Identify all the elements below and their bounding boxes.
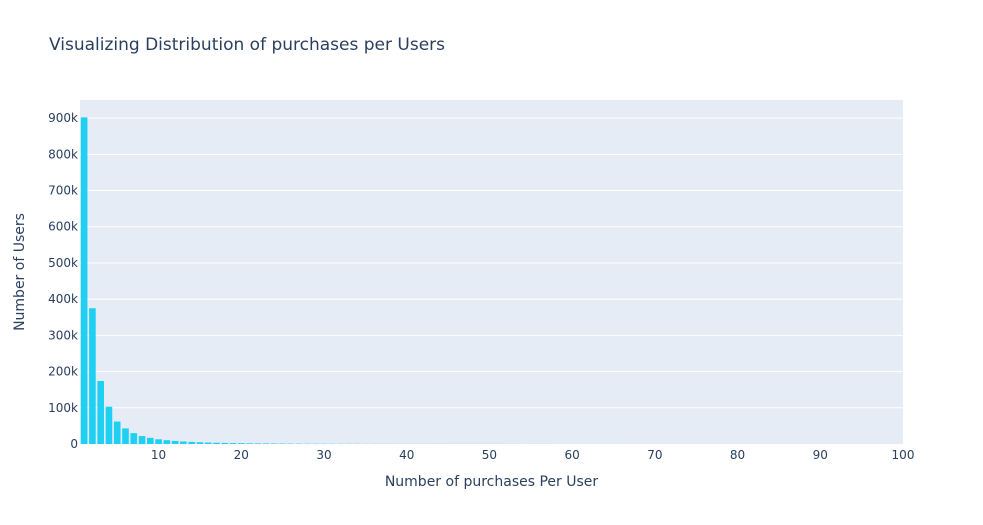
bar: [237, 443, 245, 444]
bar: [155, 439, 162, 444]
y-tick-label: 500k: [48, 256, 78, 270]
y-tick-label: 300k: [48, 328, 78, 342]
bar: [229, 443, 237, 444]
bar: [254, 443, 262, 444]
x-tick-label: 50: [482, 448, 497, 462]
y-tick-label: 0: [70, 437, 78, 451]
plot-area: [80, 100, 903, 444]
bar: [171, 440, 179, 444]
bar: [213, 442, 220, 444]
x-tick-label: 80: [730, 448, 745, 462]
y-axis-title: Number of Users: [12, 213, 28, 331]
y-tick-label: 400k: [48, 292, 78, 306]
bar: [146, 437, 154, 444]
bar: [89, 308, 96, 444]
y-axis-ticks: 0 100k 200k 300k 400k 500k 600k 700k 800k 900k: [48, 111, 78, 451]
bar: [204, 442, 212, 444]
bar: [188, 441, 195, 444]
bar: [122, 428, 129, 444]
x-tick-label: 60: [565, 448, 580, 462]
bars: [80, 117, 903, 445]
x-tick-label: 90: [813, 448, 828, 462]
bar: [262, 443, 270, 444]
bar: [97, 380, 104, 444]
x-tick-label: 30: [316, 448, 331, 462]
chart-title: Visualizing Distribution of purchases pe…: [49, 35, 445, 55]
x-tick-label: 10: [151, 448, 166, 462]
bar: [138, 436, 146, 444]
bar: [80, 117, 88, 445]
x-axis-title: Number of purchases Per User: [385, 474, 599, 490]
y-tick-label: 100k: [48, 401, 78, 415]
bar: [163, 440, 171, 444]
y-tick-label: 600k: [48, 220, 78, 234]
bar: [221, 442, 229, 444]
y-tick-label: 900k: [48, 111, 78, 125]
y-tick-label: 700k: [48, 184, 78, 198]
y-tick-label: 200k: [48, 365, 78, 379]
y-tick-label: 800k: [48, 147, 78, 161]
bar: [130, 433, 138, 444]
bar: [180, 441, 187, 444]
bar: [105, 406, 113, 444]
x-tick-label: 20: [234, 448, 249, 462]
bar: [246, 443, 253, 444]
x-tick-label: 40: [399, 448, 414, 462]
gridlines: [80, 117, 903, 409]
bar: [196, 442, 204, 444]
x-axis-ticks: 10 20 30 40 50 60 70 80 90 100: [151, 448, 915, 462]
bar: [113, 421, 121, 444]
x-tick-label: 100: [892, 448, 915, 462]
x-tick-label: 70: [647, 448, 662, 462]
